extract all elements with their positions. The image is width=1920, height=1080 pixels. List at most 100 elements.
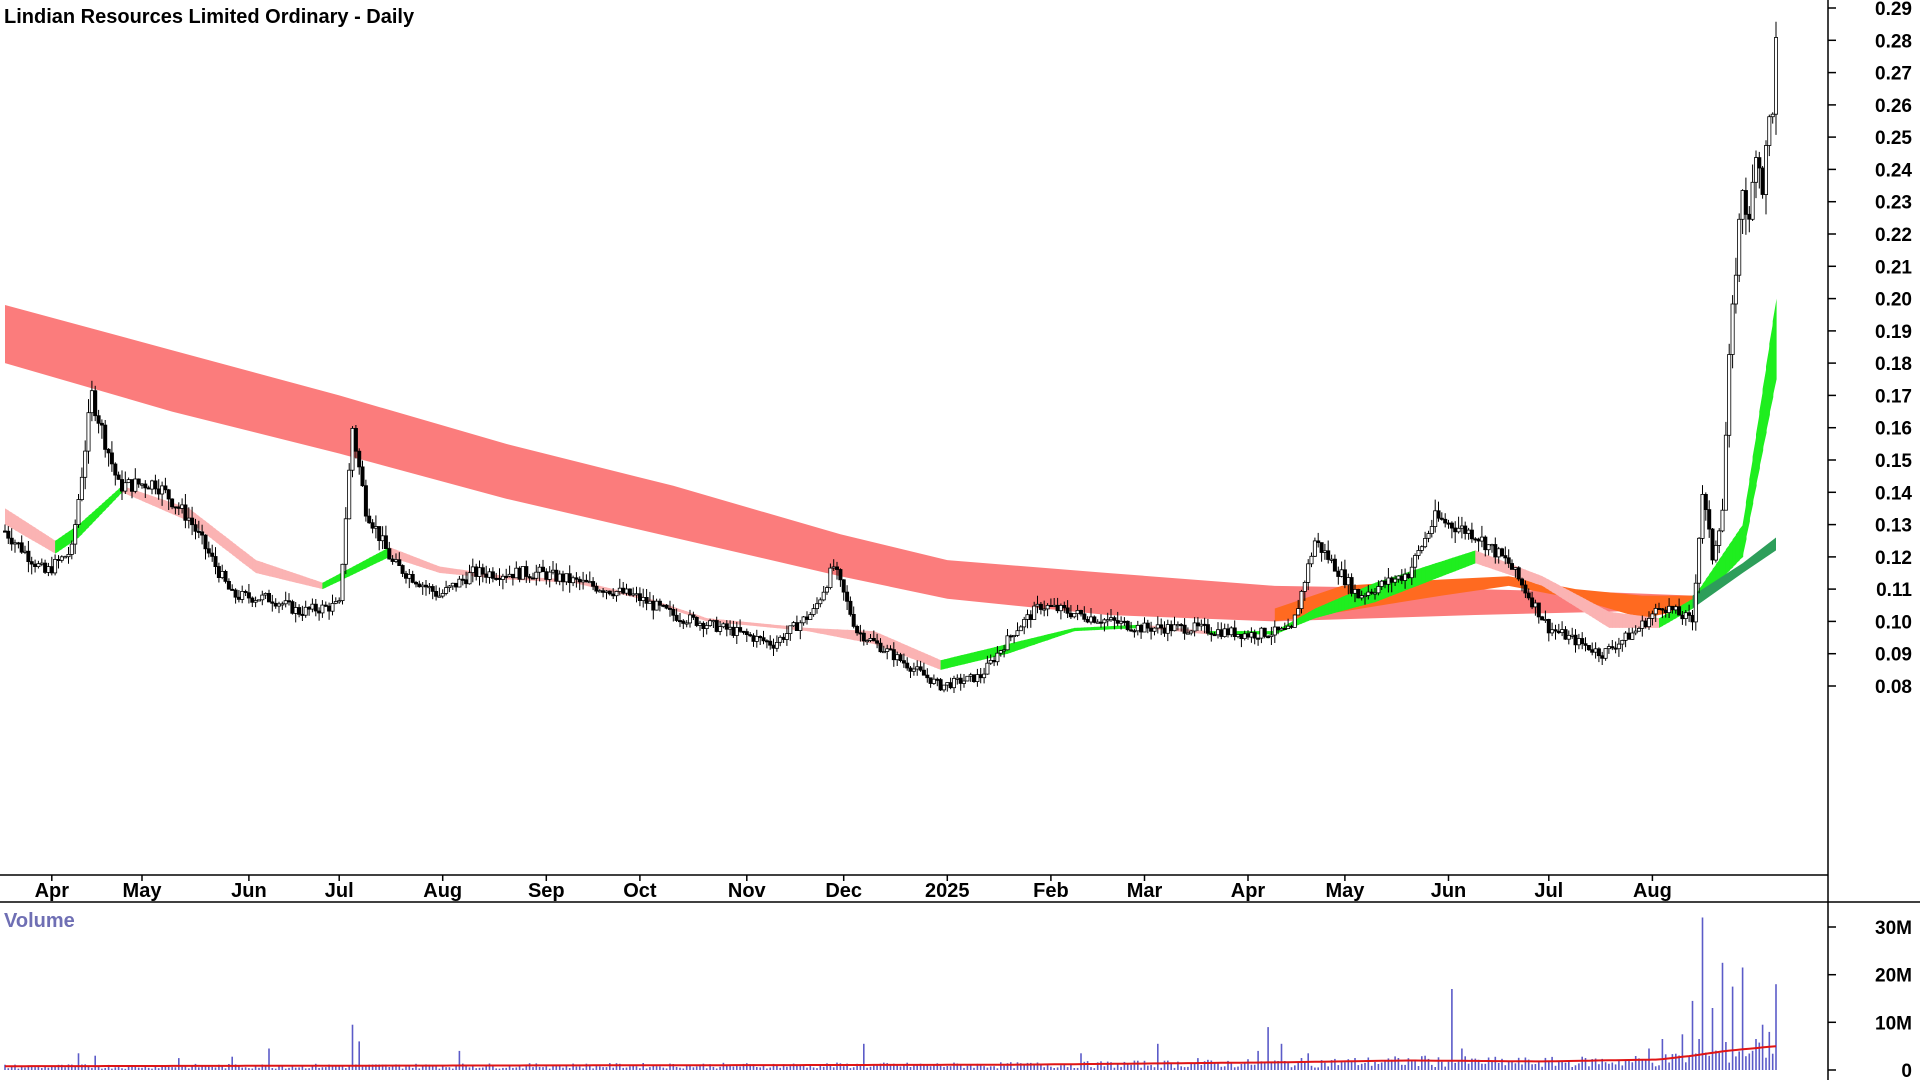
candle-body: [1292, 614, 1297, 628]
candle-body: [1473, 538, 1478, 541]
short-band-segment: [1565, 588, 1570, 603]
candle-body: [1463, 525, 1468, 534]
candle-body: [668, 607, 673, 610]
candle-body: [26, 550, 31, 563]
short-band-segment: [766, 624, 771, 628]
short-band-segment: [285, 570, 290, 582]
candle-body: [1346, 577, 1351, 586]
short-band-segment: [439, 566, 444, 574]
short-band-segment: [1348, 592, 1353, 610]
short-band-segment: [1040, 635, 1045, 643]
price-tick-label: 0.18: [1875, 354, 1912, 375]
candle-body: [875, 640, 880, 644]
candle-body: [243, 591, 248, 594]
candle-body: [1353, 589, 1358, 594]
price-tick-label: 0.11: [1876, 580, 1912, 601]
candle-body: [741, 630, 746, 633]
short-band-segment: [248, 554, 253, 571]
short-band-segment: [1030, 637, 1035, 646]
candle-body: [340, 563, 345, 601]
short-band-segment: [282, 569, 287, 581]
candle-body: [303, 606, 308, 616]
candle-body: [490, 571, 495, 579]
short-band-segment: [944, 658, 948, 669]
short-band-segment: [412, 556, 417, 566]
candle-body: [186, 517, 191, 521]
candle-body: [270, 601, 275, 604]
candle-body: [691, 614, 696, 618]
candle-body: [423, 584, 428, 588]
candle-body: [751, 635, 756, 642]
short-band-segment: [41, 532, 46, 548]
candle-body: [641, 597, 646, 602]
short-band-segment: [907, 645, 912, 659]
price-tick-label: 0.19: [1875, 322, 1912, 343]
candle-body: [915, 666, 920, 670]
candle-body: [440, 593, 445, 597]
candle-body: [965, 675, 970, 682]
candle-body: [129, 479, 134, 492]
candle-body: [1286, 625, 1291, 630]
short-band-segment: [202, 518, 207, 535]
candle-body: [1383, 580, 1388, 585]
candle-body: [1396, 575, 1401, 580]
short-band-segment: [760, 623, 765, 627]
candle-body: [664, 604, 669, 609]
candle-body: [527, 576, 532, 579]
candle-body: [591, 581, 596, 587]
candle-body: [1700, 493, 1705, 539]
candle-body: [938, 679, 943, 691]
short-band-segment: [830, 629, 835, 637]
candle-body: [1657, 608, 1662, 611]
candle-body: [156, 488, 161, 495]
candle-body: [293, 607, 298, 614]
short-band-segment: [1034, 636, 1039, 645]
short-band-segment: [1488, 555, 1493, 569]
candle-body: [1055, 604, 1060, 612]
candle-body: [597, 590, 602, 593]
candle-body: [230, 588, 235, 591]
candle-body: [16, 542, 21, 545]
short-band-segment: [245, 552, 250, 568]
short-band-segment: [409, 554, 414, 565]
candle-body: [1647, 618, 1652, 628]
candle-body: [1737, 218, 1742, 276]
candle-body: [22, 550, 27, 553]
candle-body: [1439, 517, 1444, 520]
short-band-segment: [1418, 567, 1423, 586]
volume-panel: Volume 30M 20M 10M 0: [4, 902, 1912, 1080]
short-band-segment: [51, 538, 56, 554]
candle-body: [1500, 548, 1505, 556]
short-band-segment: [1107, 626, 1112, 630]
candle-body: [1386, 577, 1391, 585]
short-band-segment: [1659, 616, 1663, 628]
candle-body: [126, 479, 131, 484]
short-band-segment: [1020, 640, 1025, 650]
candle-body: [1045, 605, 1050, 610]
candle-body: [403, 573, 408, 579]
short-band-segment: [1428, 564, 1433, 582]
candle-body: [1516, 567, 1521, 580]
candle-body: [66, 554, 71, 558]
short-band-segment: [406, 553, 410, 564]
candle-body: [1479, 536, 1484, 542]
candle-body: [1038, 603, 1043, 610]
volume-bars: [4, 917, 1777, 1070]
candle-body: [781, 636, 786, 640]
short-band-segment: [272, 565, 277, 578]
candle-body: [671, 609, 676, 616]
candle-body: [1012, 635, 1017, 638]
candle-body: [738, 627, 743, 632]
short-band-segment: [817, 628, 821, 634]
short-band-segment: [101, 500, 106, 514]
candle-body: [1707, 509, 1712, 530]
short-band-segment: [45, 534, 49, 550]
candle-body: [1583, 643, 1588, 646]
candle-body: [263, 593, 268, 596]
candle-body: [731, 626, 736, 636]
month-tick-label: Jun: [1431, 880, 1467, 902]
short-band-segment: [933, 657, 938, 669]
candle-body: [1276, 626, 1281, 631]
short-band-segment: [1338, 597, 1343, 612]
short-band-segment: [1298, 616, 1303, 625]
